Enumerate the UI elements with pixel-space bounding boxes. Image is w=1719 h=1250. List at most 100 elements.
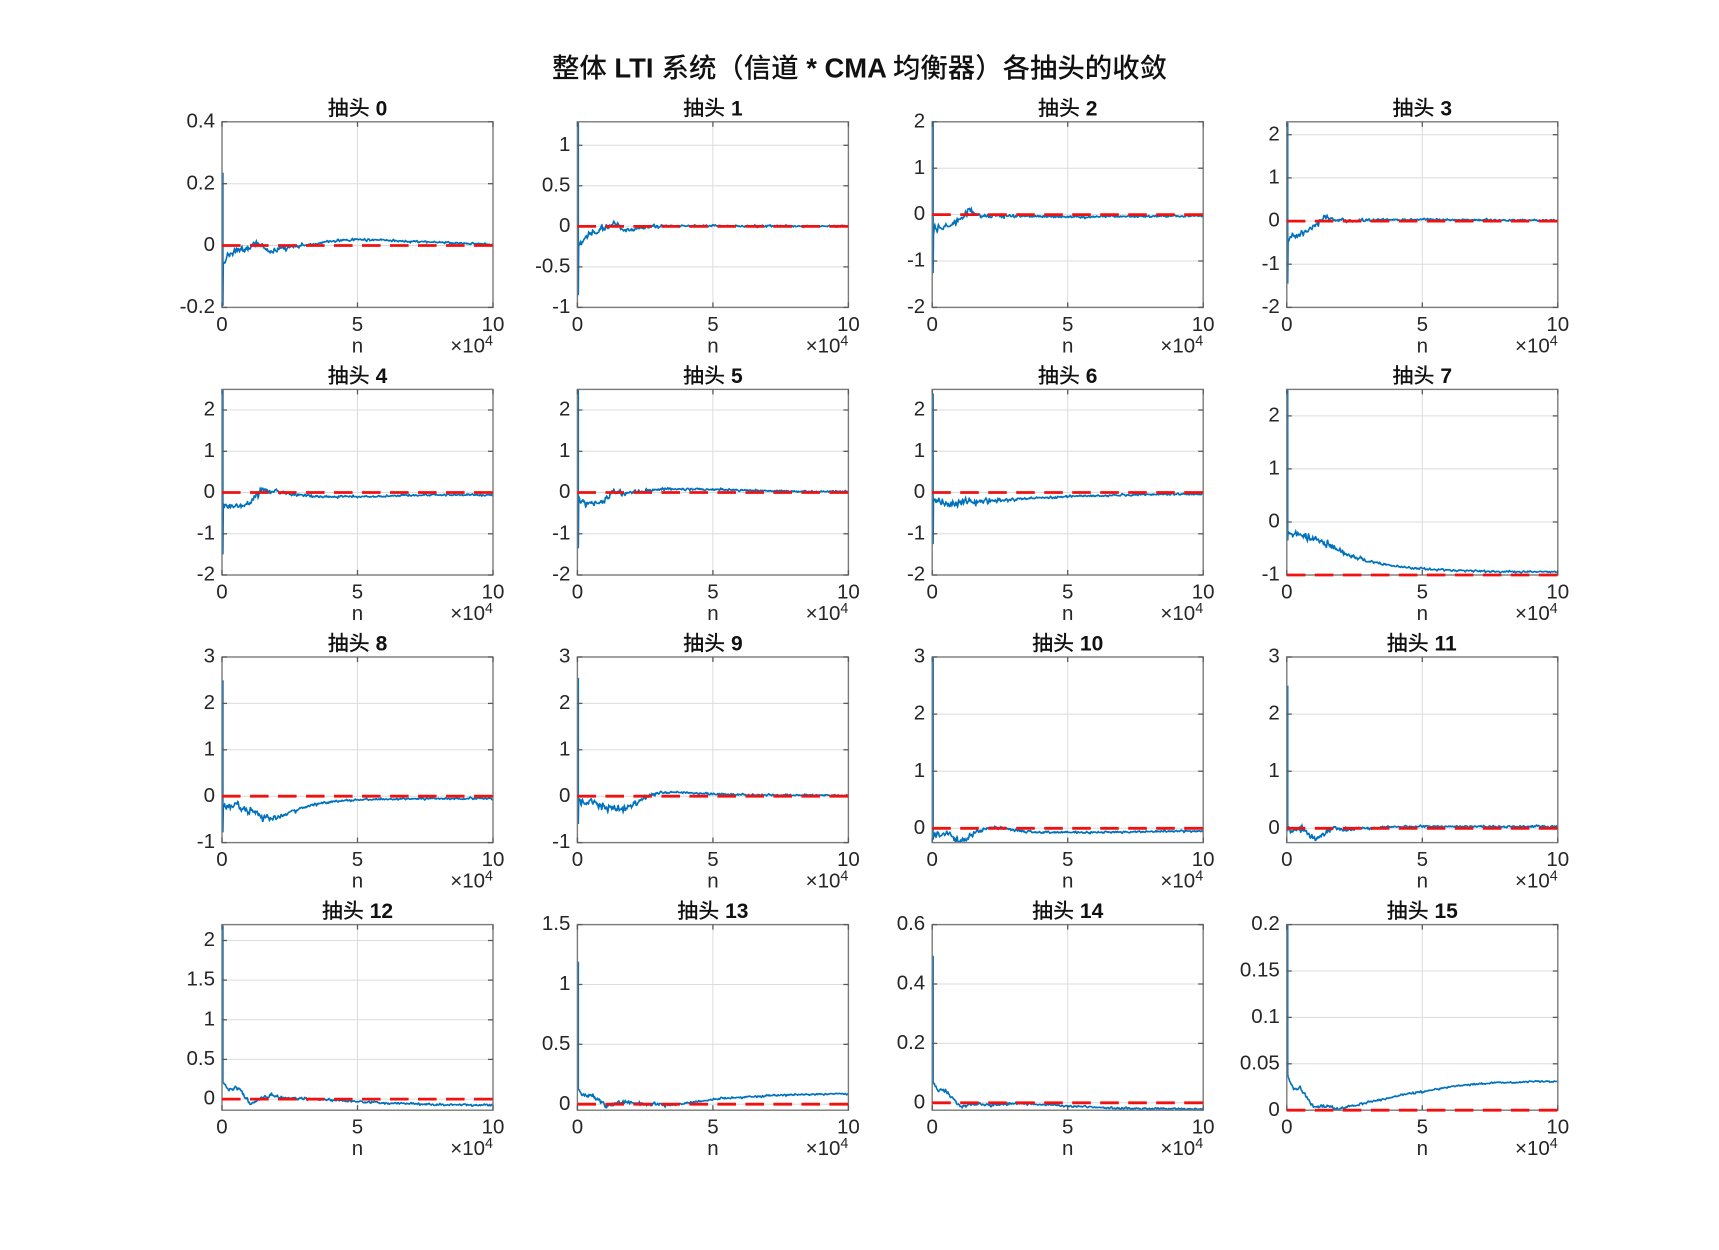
svg-text:-2: -2	[907, 563, 925, 586]
svg-text:0: 0	[559, 214, 570, 237]
svg-text:10: 10	[482, 581, 505, 604]
svg-text:0: 0	[216, 1116, 227, 1139]
svg-text:2: 2	[204, 691, 215, 714]
svg-text:-1: -1	[552, 830, 570, 853]
svg-text:4: 4	[1195, 333, 1203, 349]
svg-text:5: 5	[1417, 581, 1428, 604]
svg-text:5: 5	[731, 365, 743, 388]
svg-text:0: 0	[204, 480, 215, 503]
svg-text:0: 0	[926, 313, 937, 336]
svg-text:4: 4	[840, 601, 848, 617]
svg-text:0: 0	[216, 848, 227, 871]
svg-text:0: 0	[572, 581, 583, 604]
svg-text:5: 5	[707, 581, 718, 604]
svg-text:5: 5	[352, 313, 363, 336]
svg-text:×10: ×10	[806, 870, 841, 893]
svg-text:4: 4	[485, 601, 493, 617]
svg-text:0: 0	[1281, 1116, 1292, 1139]
svg-text:0: 0	[216, 313, 227, 336]
svg-text:10: 10	[1192, 581, 1215, 604]
svg-text:10: 10	[1546, 313, 1569, 336]
svg-text:0: 0	[204, 784, 215, 807]
svg-text:×10: ×10	[806, 602, 841, 625]
svg-text:4: 4	[485, 869, 493, 885]
svg-text:0.5: 0.5	[542, 1032, 571, 1055]
svg-text:×10: ×10	[1515, 870, 1550, 893]
svg-text:×10: ×10	[450, 1137, 485, 1160]
svg-text:3: 3	[1440, 97, 1452, 120]
svg-text:1: 1	[1268, 759, 1279, 782]
svg-text:7: 7	[1440, 365, 1452, 388]
svg-text:15: 15	[1435, 900, 1459, 923]
svg-text:0.2: 0.2	[1251, 912, 1280, 935]
svg-text:1: 1	[204, 737, 215, 760]
svg-text:2: 2	[204, 928, 215, 951]
svg-text:0: 0	[572, 313, 583, 336]
svg-text:10: 10	[1546, 581, 1569, 604]
svg-text:×10: ×10	[1515, 334, 1550, 357]
svg-text:1.5: 1.5	[187, 968, 216, 991]
svg-text:-1: -1	[197, 830, 215, 853]
svg-text:1: 1	[1268, 166, 1279, 189]
svg-text:5: 5	[1417, 313, 1428, 336]
svg-text:10: 10	[482, 848, 505, 871]
svg-text:1: 1	[559, 737, 570, 760]
svg-text:5: 5	[1062, 313, 1073, 336]
svg-text:3: 3	[559, 645, 570, 668]
svg-text:n: n	[707, 870, 718, 893]
svg-text:1.5: 1.5	[542, 912, 571, 935]
svg-text:n: n	[707, 1137, 718, 1160]
svg-text:5: 5	[707, 848, 718, 871]
svg-text:-1: -1	[1262, 252, 1280, 275]
svg-text:-1: -1	[552, 295, 570, 318]
svg-text:4: 4	[485, 333, 493, 349]
svg-text:* CMA: * CMA	[799, 53, 894, 84]
svg-text:4: 4	[1550, 601, 1558, 617]
svg-text:n: n	[1417, 334, 1428, 357]
svg-text:12: 12	[370, 900, 393, 923]
svg-text:×10: ×10	[1160, 602, 1195, 625]
svg-text:0: 0	[914, 1090, 925, 1113]
svg-text:10: 10	[482, 313, 505, 336]
svg-text:0: 0	[216, 581, 227, 604]
svg-text:×10: ×10	[1515, 602, 1550, 625]
svg-text:n: n	[352, 602, 363, 625]
svg-text:1: 1	[1268, 457, 1279, 480]
svg-text:-1: -1	[197, 521, 215, 544]
svg-text:n: n	[352, 334, 363, 357]
svg-text:5: 5	[352, 848, 363, 871]
svg-text:4: 4	[840, 1136, 848, 1152]
svg-text:1: 1	[559, 133, 570, 156]
svg-text:9: 9	[731, 633, 743, 656]
svg-text:2: 2	[204, 398, 215, 421]
svg-text:×10: ×10	[450, 334, 485, 357]
svg-text:4: 4	[1195, 869, 1203, 885]
svg-text:11: 11	[1435, 633, 1458, 656]
svg-text:0.5: 0.5	[187, 1047, 216, 1070]
svg-text:n: n	[1417, 602, 1428, 625]
svg-text:10: 10	[837, 313, 860, 336]
svg-text:n: n	[1062, 870, 1073, 893]
svg-text:10: 10	[1192, 313, 1215, 336]
svg-text:4: 4	[840, 333, 848, 349]
svg-text:2: 2	[559, 398, 570, 421]
svg-text:0: 0	[914, 202, 925, 225]
svg-text:0.6: 0.6	[897, 912, 926, 935]
svg-text:0: 0	[1268, 510, 1279, 533]
svg-text:3: 3	[1268, 645, 1279, 668]
svg-text:0: 0	[559, 480, 570, 503]
svg-text:0: 0	[914, 816, 925, 839]
svg-text:5: 5	[1062, 581, 1073, 604]
svg-text:5: 5	[352, 1116, 363, 1139]
svg-text:13: 13	[725, 900, 748, 923]
svg-text:0: 0	[926, 581, 937, 604]
svg-text:1: 1	[559, 439, 570, 462]
svg-text:0: 0	[559, 784, 570, 807]
svg-text:1: 1	[204, 439, 215, 462]
svg-text:-1: -1	[552, 521, 570, 544]
svg-text:5: 5	[352, 581, 363, 604]
svg-text:4: 4	[1550, 869, 1558, 885]
svg-text:×10: ×10	[806, 334, 841, 357]
svg-text:5: 5	[1417, 1116, 1428, 1139]
svg-text:5: 5	[1062, 1116, 1073, 1139]
